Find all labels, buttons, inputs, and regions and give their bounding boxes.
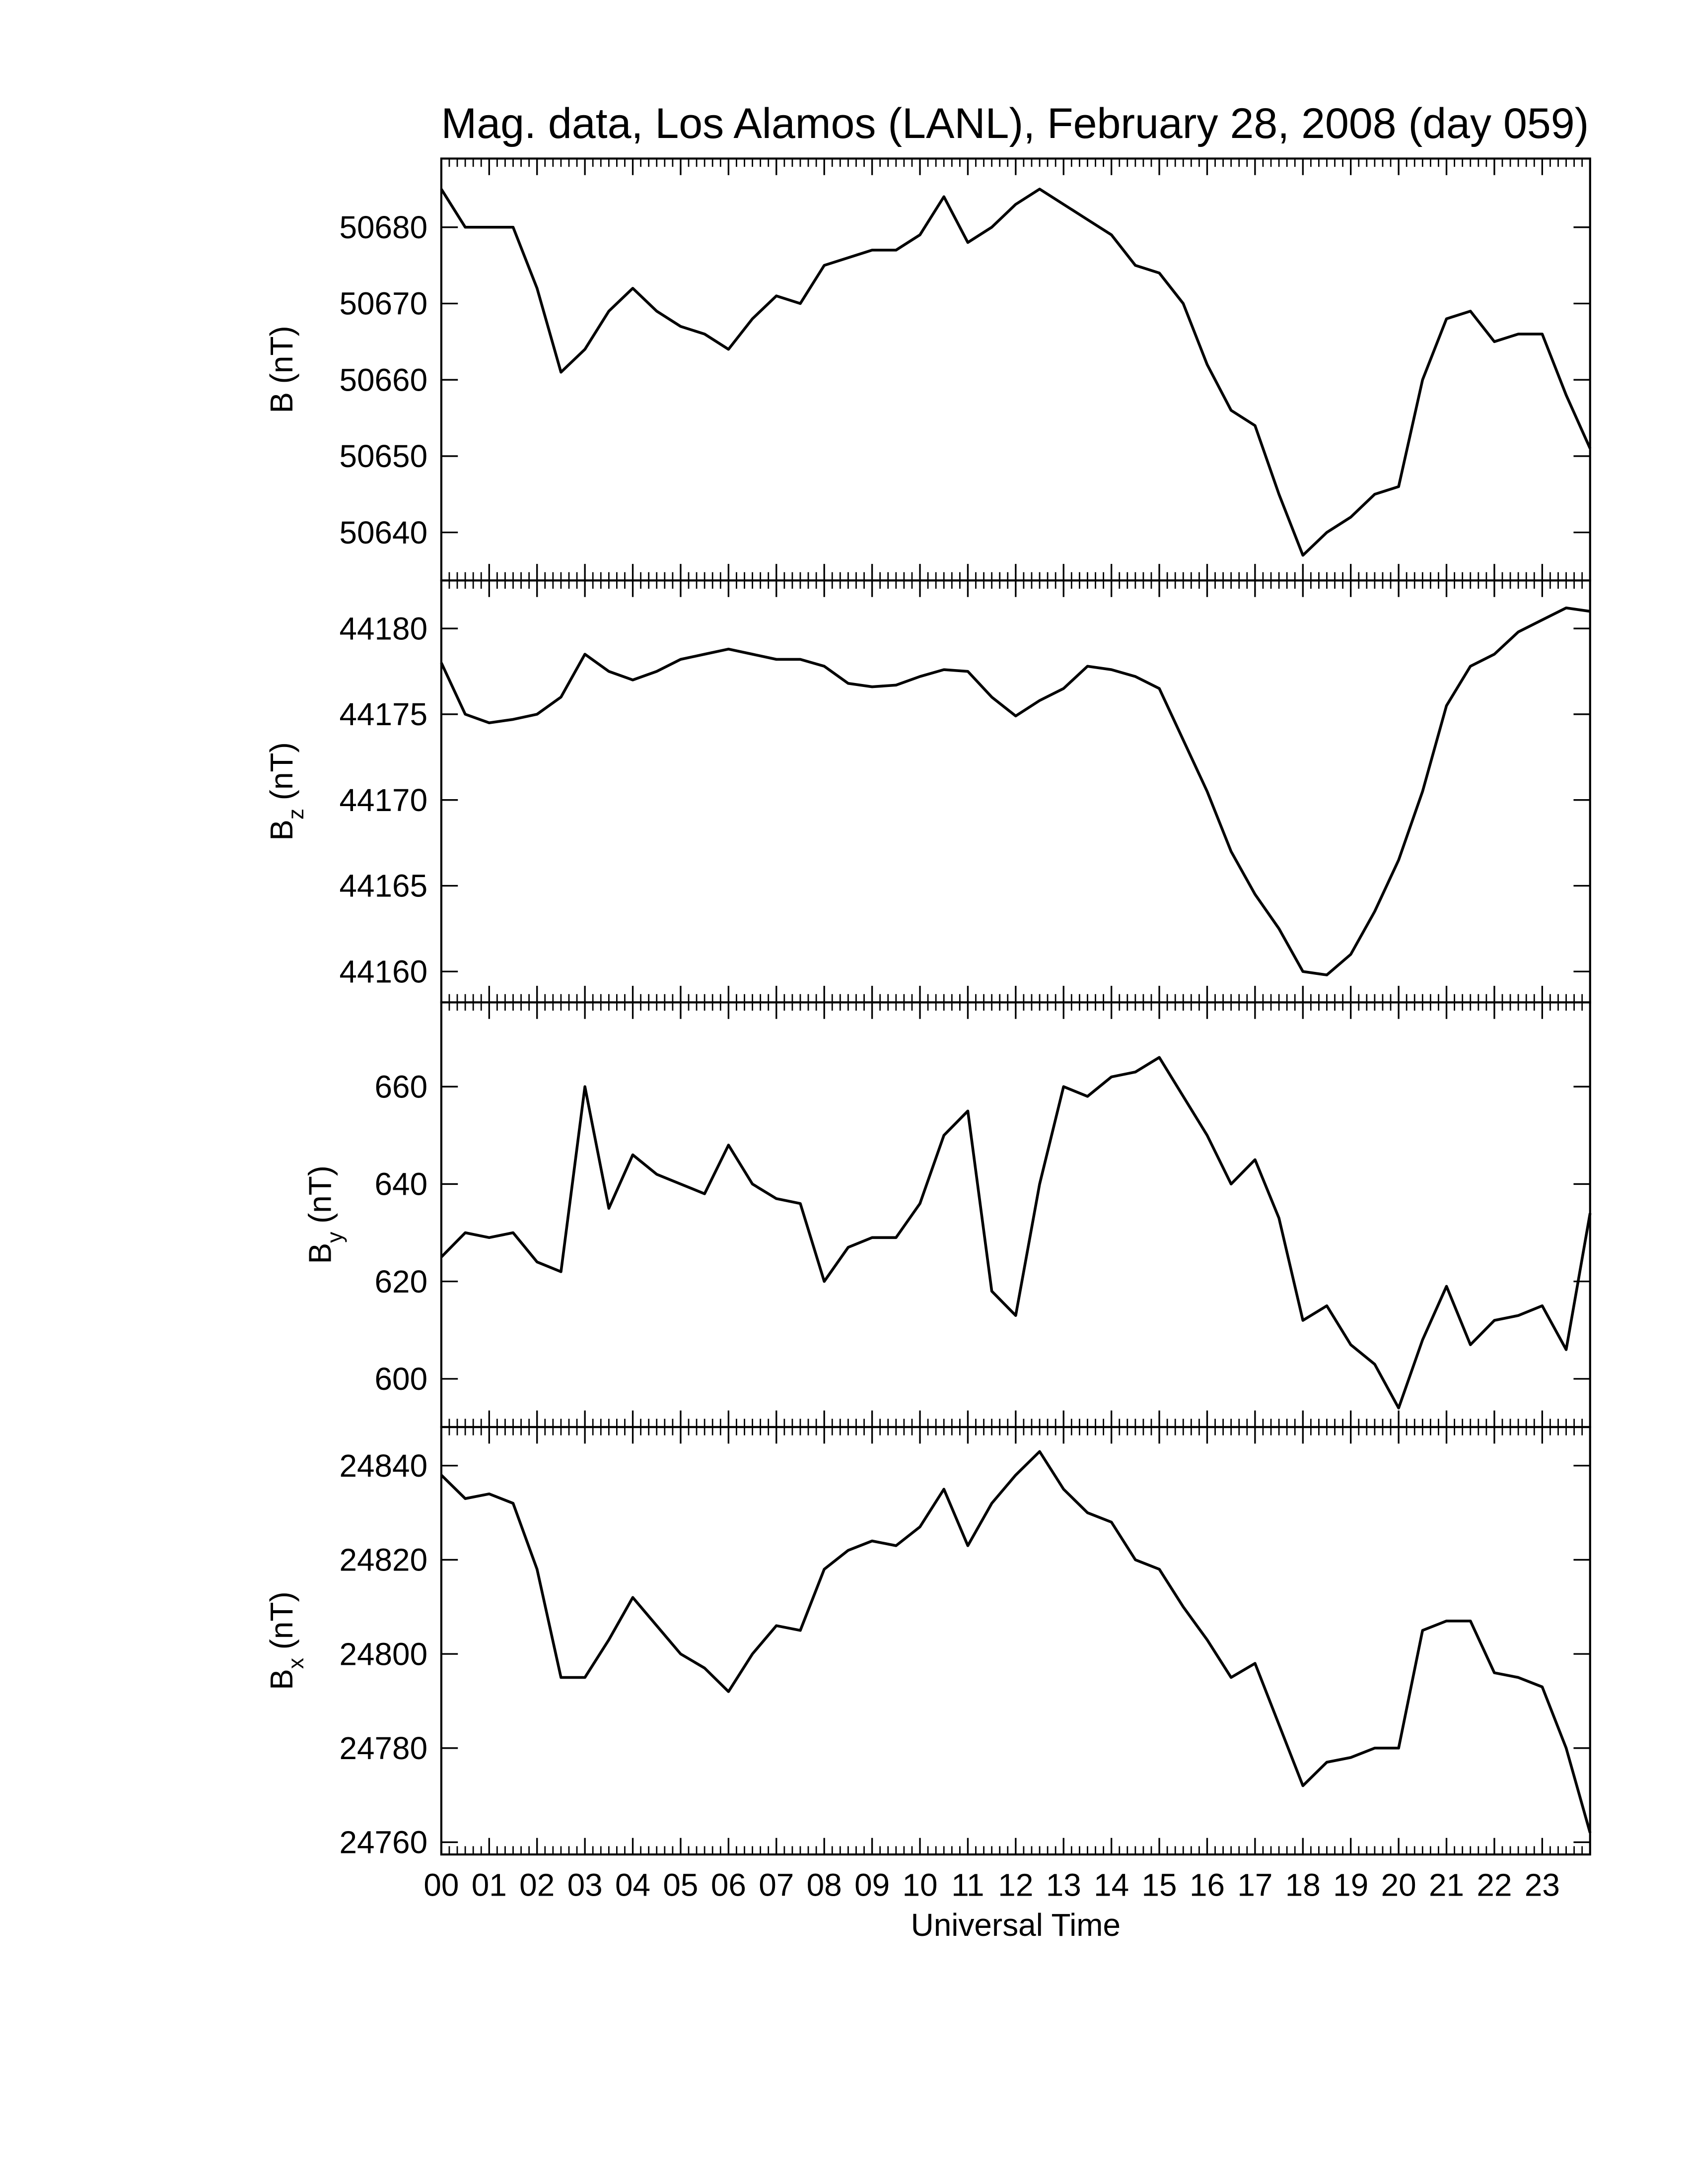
x-tick-label: 11 bbox=[951, 1867, 984, 1903]
data-line bbox=[440, 188, 1592, 557]
x-tick-label: 18 bbox=[1285, 1867, 1321, 1903]
y-label-subscript: x bbox=[284, 1658, 308, 1669]
y-tick-label: 44160 bbox=[339, 954, 427, 989]
y-label-unit: (nT) bbox=[264, 326, 299, 384]
x-tick-label: 13 bbox=[1046, 1867, 1081, 1903]
y-label-unit: (nT) bbox=[264, 742, 299, 800]
plot-frame bbox=[440, 1001, 1591, 1429]
y-axis-label: B (nT) bbox=[264, 326, 299, 413]
y-label-symbol: B bbox=[264, 1669, 299, 1690]
x-tick-label: 07 bbox=[759, 1867, 794, 1903]
y-tick-label: 600 bbox=[375, 1361, 428, 1397]
x-tick-label: 15 bbox=[1142, 1867, 1177, 1903]
y-tick-label: 50680 bbox=[339, 209, 427, 245]
y-axis-label: Bx (nT) bbox=[264, 1591, 308, 1690]
y-tick-label: 50670 bbox=[339, 286, 427, 322]
y-label-symbol: B bbox=[302, 1243, 338, 1264]
y-tick-label: 50650 bbox=[339, 438, 427, 474]
x-tick-label: 12 bbox=[998, 1867, 1033, 1903]
y-label-subscript: z bbox=[284, 809, 308, 819]
y-label-unit: (nT) bbox=[264, 1591, 299, 1649]
plot-frame bbox=[440, 157, 1591, 582]
x-tick-label: 08 bbox=[807, 1867, 842, 1903]
y-tick-label: 44175 bbox=[339, 696, 427, 732]
y-tick-label: 44165 bbox=[339, 868, 427, 904]
x-tick-label: 06 bbox=[711, 1867, 746, 1903]
x-tick-label: 04 bbox=[615, 1867, 650, 1903]
y-tick-label: 50640 bbox=[339, 515, 427, 550]
y-tick-label: 24820 bbox=[339, 1542, 427, 1578]
x-tick-label: 23 bbox=[1525, 1867, 1560, 1903]
data-line bbox=[440, 606, 1591, 976]
plot-frame bbox=[440, 579, 1591, 1004]
x-tick-label: 09 bbox=[854, 1867, 890, 1903]
chart-title: Mag. data, Los Alamos (LANL), February 2… bbox=[441, 100, 1589, 147]
x-tick-label: 05 bbox=[663, 1867, 698, 1903]
x-tick-label: 19 bbox=[1333, 1867, 1368, 1903]
y-tick-label: 24840 bbox=[339, 1448, 427, 1484]
x-tick-label: 22 bbox=[1477, 1867, 1512, 1903]
y-tick-label: 24760 bbox=[339, 1825, 427, 1860]
x-tick-label: 16 bbox=[1190, 1867, 1225, 1903]
x-tick-label: 01 bbox=[472, 1867, 507, 1903]
y-label-unit: (nT) bbox=[302, 1165, 338, 1224]
y-tick-label: 44180 bbox=[339, 611, 427, 646]
y-label-symbol: B bbox=[264, 819, 299, 841]
x-axis-label: Universal Time bbox=[911, 1907, 1121, 1943]
y-axis-label: Bz (nT) bbox=[264, 742, 308, 841]
y-tick-label: 620 bbox=[375, 1264, 428, 1299]
y-label-subscript: y bbox=[323, 1231, 347, 1243]
y-tick-label: 640 bbox=[375, 1166, 428, 1202]
x-tick-label: 03 bbox=[567, 1867, 603, 1903]
plot-frame bbox=[440, 1426, 1591, 1856]
y-label-symbol: B bbox=[264, 392, 299, 413]
x-tick-label: 10 bbox=[902, 1867, 937, 1903]
y-tick-label: 660 bbox=[375, 1069, 428, 1104]
y-axis-label: By (nT) bbox=[302, 1165, 347, 1264]
x-tick-label: 14 bbox=[1094, 1867, 1129, 1903]
y-tick-label: 50660 bbox=[339, 362, 427, 398]
x-tick-label: 21 bbox=[1429, 1867, 1464, 1903]
y-tick-label: 24780 bbox=[339, 1730, 427, 1766]
y-tick-label: 44170 bbox=[339, 782, 427, 818]
x-tick-label: 00 bbox=[423, 1867, 459, 1903]
x-tick-label: 02 bbox=[519, 1867, 555, 1903]
x-tick-label: 17 bbox=[1237, 1867, 1272, 1903]
data-line bbox=[440, 1450, 1592, 1834]
data-line bbox=[440, 1056, 1592, 1410]
x-tick-label: 20 bbox=[1381, 1867, 1416, 1903]
y-tick-label: 24800 bbox=[339, 1636, 427, 1672]
